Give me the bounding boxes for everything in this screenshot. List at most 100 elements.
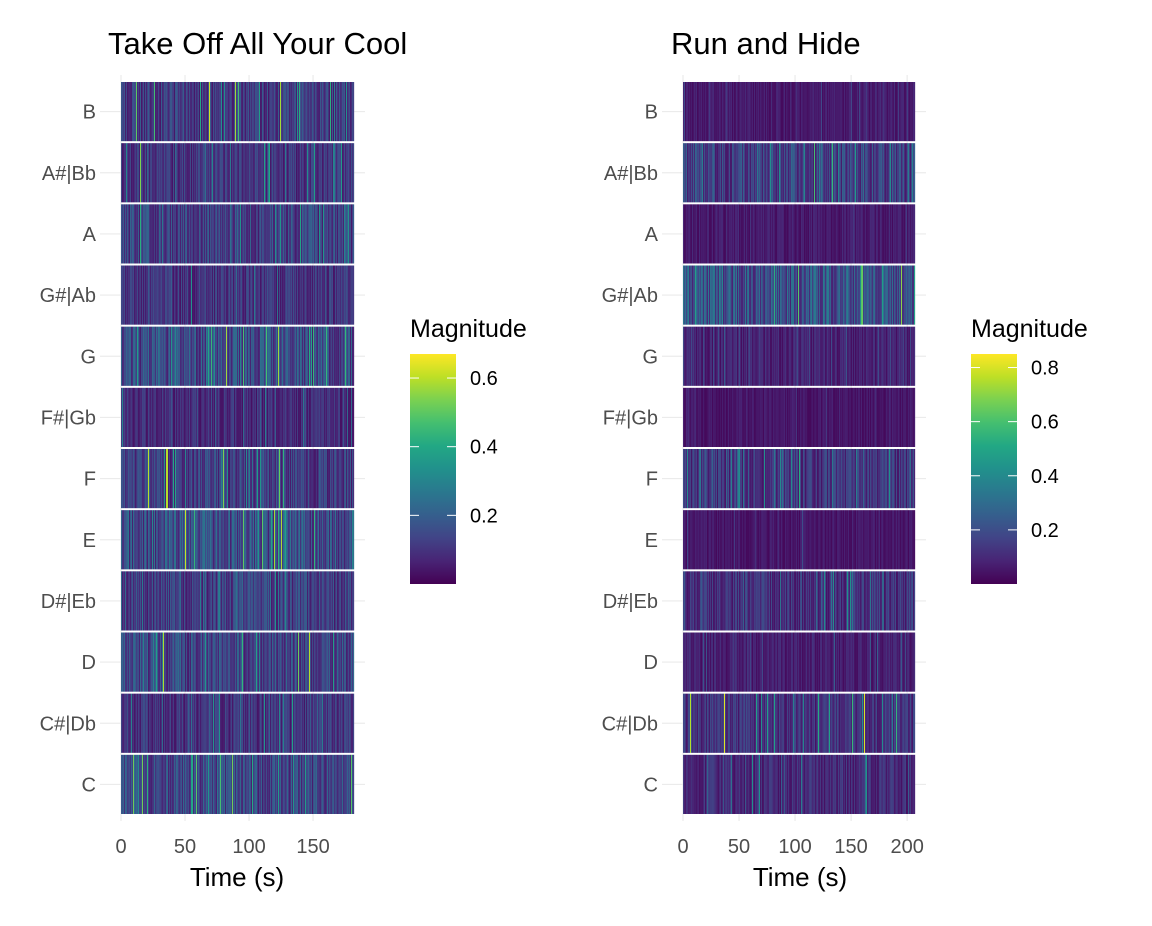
- heatmap-cell: [885, 327, 886, 386]
- heatmap-cell: [160, 571, 161, 630]
- heatmap-cell: [161, 510, 162, 569]
- heatmap-cell: [125, 755, 126, 814]
- heatmap-cell: [339, 571, 340, 630]
- heatmap-cell: [200, 388, 201, 447]
- heatmap-cell: [797, 633, 798, 692]
- heatmap-cell: [164, 266, 165, 325]
- heatmap-cell: [687, 449, 688, 508]
- heatmap-cell: [275, 755, 276, 814]
- heatmap-cell: [193, 449, 194, 508]
- heatmap-cell: [815, 327, 816, 386]
- heatmap-cell: [286, 633, 287, 692]
- heatmap-cell: [124, 694, 125, 753]
- heatmap-cell: [127, 694, 128, 753]
- heatmap-cell: [301, 449, 302, 508]
- heatmap-cell: [194, 327, 195, 386]
- heatmap-cell: [742, 694, 743, 753]
- heatmap-cell: [124, 82, 125, 141]
- heatmap-cell: [829, 266, 830, 325]
- heatmap-cell: [319, 327, 320, 386]
- heatmap-cell: [911, 327, 912, 386]
- heatmap-cell: [824, 755, 825, 814]
- heatmap-cell: [160, 388, 161, 447]
- heatmap-cell: [734, 755, 735, 814]
- heatmap-cell: [876, 510, 877, 569]
- heatmap-cell: [132, 633, 133, 692]
- heatmap-cell: [192, 694, 193, 753]
- heatmap-cell: [250, 266, 251, 325]
- heatmap-cell: [264, 327, 265, 386]
- heatmap-cell: [302, 571, 303, 630]
- heatmap-cell: [152, 694, 153, 753]
- heatmap-cell: [138, 82, 139, 141]
- heatmap-cell: [165, 449, 166, 508]
- heatmap-cell: [822, 266, 823, 325]
- heatmap-cell: [297, 266, 298, 325]
- heatmap-cell: [165, 755, 166, 814]
- heatmap-cell: [296, 755, 297, 814]
- heatmap-cell: [797, 388, 798, 447]
- heatmap-cell: [275, 449, 276, 508]
- heatmap-row-f: [683, 449, 915, 508]
- heatmap-cell: [275, 266, 276, 325]
- heatmap-cell: [721, 266, 722, 325]
- heatmap-cell: [294, 327, 295, 386]
- heatmap-cell: [263, 510, 264, 569]
- heatmap-cell: [177, 143, 178, 202]
- heatmap-cell: [343, 694, 344, 753]
- heatmap-cell: [256, 266, 257, 325]
- heatmap-cell: [701, 388, 702, 447]
- heatmap-cell: [884, 449, 885, 508]
- heatmap-cell: [802, 266, 803, 325]
- heatmap-cell: [309, 633, 310, 692]
- heatmap-cell: [130, 327, 131, 386]
- heatmap-cell: [307, 327, 308, 386]
- heatmap-cell: [295, 633, 296, 692]
- heatmap-cell: [910, 510, 911, 569]
- heatmap-cell: [873, 571, 874, 630]
- heatmap-cell: [862, 388, 863, 447]
- heatmap-cell: [226, 571, 227, 630]
- heatmap-cell: [226, 449, 227, 508]
- heatmap-cell: [876, 388, 877, 447]
- heatmap-cell: [867, 266, 868, 325]
- heatmap-cell: [735, 510, 736, 569]
- heatmap-cell: [141, 327, 142, 386]
- heatmap-cell: [352, 694, 353, 753]
- heatmap-cell: [341, 694, 342, 753]
- heatmap-cell: [706, 510, 707, 569]
- heatmap-cell: [686, 266, 687, 325]
- heatmap-cell: [277, 510, 278, 569]
- heatmap-cell: [269, 633, 270, 692]
- y-tick-label: B: [83, 102, 96, 124]
- heatmap-cell: [200, 510, 201, 569]
- heatmap-cell: [287, 449, 288, 508]
- heatmap-cell: [872, 510, 873, 569]
- heatmap-cell: [233, 82, 234, 141]
- heatmap-cell: [752, 633, 753, 692]
- heatmap-cell: [153, 571, 154, 630]
- heatmap-cell: [274, 388, 275, 447]
- heatmap-cell: [813, 449, 814, 508]
- heatmap-cell: [344, 388, 345, 447]
- heatmap-cell: [124, 510, 125, 569]
- heatmap-cell: [202, 143, 203, 202]
- heatmap-cell: [788, 755, 789, 814]
- heatmap-cell: [844, 510, 845, 569]
- heatmap-cell: [226, 143, 227, 202]
- heatmap-cell: [193, 755, 194, 814]
- heatmap-cell: [352, 266, 353, 325]
- heatmap-cell: [223, 266, 224, 325]
- heatmap-cell: [327, 755, 328, 814]
- heatmap-cell: [157, 143, 158, 202]
- heatmap-cell: [910, 694, 911, 753]
- heatmap-cell: [332, 204, 333, 263]
- heatmap-cell: [346, 449, 347, 508]
- heatmap-cell: [761, 633, 762, 692]
- heatmap-cell: [276, 82, 277, 141]
- heatmap-cell: [345, 571, 346, 630]
- heatmap-cell: [807, 633, 808, 692]
- heatmap-cell: [131, 204, 132, 263]
- heatmap-cell: [767, 327, 768, 386]
- heatmap-cell: [344, 204, 345, 263]
